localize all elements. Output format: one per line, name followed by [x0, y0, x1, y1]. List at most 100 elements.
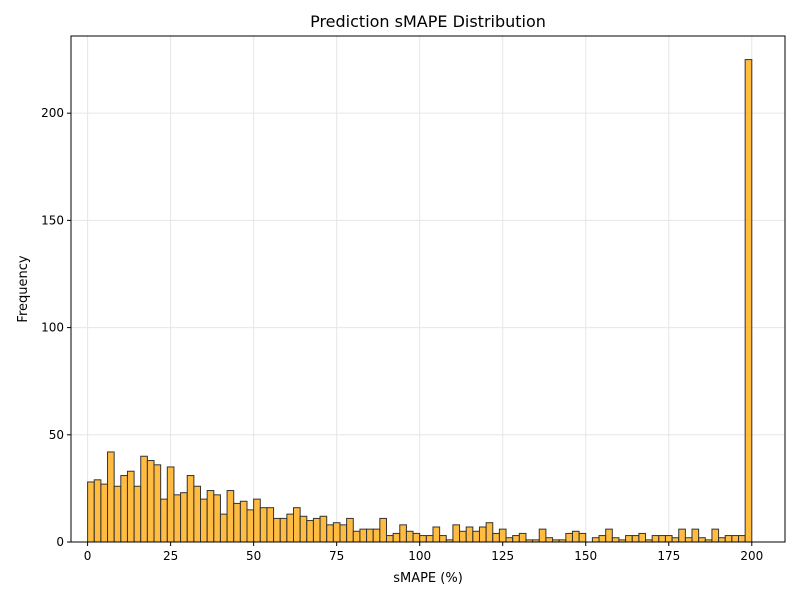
histogram-bar	[651, 535, 660, 543]
histogram-bar	[744, 59, 753, 543]
x-tick-label: 50	[246, 549, 261, 563]
histogram-bar	[638, 532, 647, 543]
histogram-bar	[279, 517, 288, 543]
histogram-bar	[399, 524, 407, 543]
histogram-bar	[186, 475, 195, 543]
histogram-bars	[87, 59, 753, 543]
histogram-bar	[239, 500, 248, 543]
x-tick-label: 175	[657, 549, 680, 563]
histogram-bar	[366, 528, 374, 543]
histogram-bar	[173, 494, 182, 543]
histogram-bar	[133, 485, 142, 543]
histogram-bar	[293, 507, 301, 543]
x-axis-label: sMAPE (%)	[393, 571, 463, 586]
y-tick-label: 200	[41, 106, 64, 120]
histogram-bar	[332, 522, 341, 543]
histogram-bar	[492, 532, 500, 543]
x-axis-ticks: 0 25 50 75 100 125 150 175 200	[84, 542, 763, 563]
y-tick-label: 100	[41, 321, 64, 335]
histogram-bar	[439, 535, 447, 543]
histogram-bar	[738, 535, 746, 543]
histogram-bar	[512, 535, 520, 543]
histogram-bar	[385, 535, 394, 543]
histogram-bar	[100, 483, 109, 543]
histogram-bar	[605, 528, 613, 543]
histogram-bar	[206, 490, 215, 543]
histogram-bar	[339, 524, 348, 543]
histogram-bar	[571, 530, 580, 543]
y-tick-label: 0	[56, 535, 64, 549]
histogram-bar	[140, 455, 148, 543]
histogram-bar	[698, 537, 706, 543]
histogram-bar	[565, 532, 573, 543]
histogram-bar	[120, 475, 128, 543]
histogram-bar	[658, 535, 666, 543]
y-axis-label: Frequency	[16, 255, 31, 322]
histogram-bar	[718, 537, 726, 543]
histogram-bar	[319, 515, 328, 543]
histogram-bar	[405, 530, 414, 543]
histogram-bar	[253, 498, 261, 543]
histogram-bar	[233, 502, 241, 543]
histogram-bar	[412, 532, 421, 543]
histogram-bar	[87, 481, 95, 543]
plot-frame	[70, 35, 786, 543]
x-tick-label: 200	[740, 549, 763, 563]
histogram-bar	[545, 537, 554, 543]
histogram-bar	[472, 530, 480, 543]
histogram-bar	[193, 485, 202, 543]
x-tick-label: 150	[574, 549, 597, 563]
histogram-bar	[724, 535, 733, 543]
histogram-bar	[591, 537, 600, 543]
x-tick-label: 125	[491, 549, 514, 563]
x-tick-label: 25	[163, 549, 178, 563]
chart-title: Prediction sMAPE Distribution	[310, 12, 546, 31]
y-axis-ticks: 0 50 100 150 200	[41, 106, 71, 549]
histogram-bar	[711, 528, 720, 543]
histogram-bar	[213, 494, 221, 543]
histogram-bar	[731, 535, 740, 543]
histogram-bar	[419, 535, 427, 543]
histogram-bar	[498, 528, 507, 543]
histogram-bar	[160, 498, 168, 543]
histogram-bar	[153, 464, 162, 543]
histogram-bar	[684, 537, 693, 543]
histogram-bar	[273, 517, 281, 543]
histogram-bar	[286, 513, 295, 543]
histogram-bar	[126, 470, 135, 543]
histogram-bar	[379, 517, 387, 543]
y-tick-label: 150	[41, 213, 64, 227]
histogram-bar	[113, 485, 122, 543]
histogram-bar	[598, 535, 607, 543]
histogram-bar	[678, 528, 686, 543]
histogram-bar	[200, 498, 208, 543]
x-tick-label: 75	[329, 549, 344, 563]
histogram-bar	[505, 537, 514, 543]
histogram-bar	[611, 537, 620, 543]
histogram-bar	[246, 509, 255, 543]
histogram-bar	[93, 479, 102, 543]
histogram-bar	[166, 466, 175, 543]
histogram-bar	[465, 526, 474, 543]
histogram-bar	[146, 460, 155, 543]
histogram-bar	[312, 517, 321, 543]
histogram-bar	[326, 524, 334, 543]
histogram-bar	[432, 526, 441, 543]
histogram-bar	[259, 507, 268, 543]
histogram-bar	[671, 537, 680, 543]
histogram-bar	[452, 524, 461, 543]
histogram-bar	[219, 513, 228, 543]
histogram-bar	[631, 535, 640, 543]
histogram-bar	[578, 532, 587, 543]
histogram-bar	[425, 535, 434, 543]
histogram-bar	[107, 451, 115, 543]
histogram-bar	[372, 528, 381, 543]
histogram-bar	[299, 515, 308, 543]
histogram-bar	[625, 535, 633, 543]
histogram-bar	[306, 520, 314, 543]
histogram-bar	[459, 530, 467, 543]
x-tick-label: 100	[408, 549, 431, 563]
histogram-bar	[346, 517, 354, 543]
histogram-bar	[485, 522, 494, 543]
